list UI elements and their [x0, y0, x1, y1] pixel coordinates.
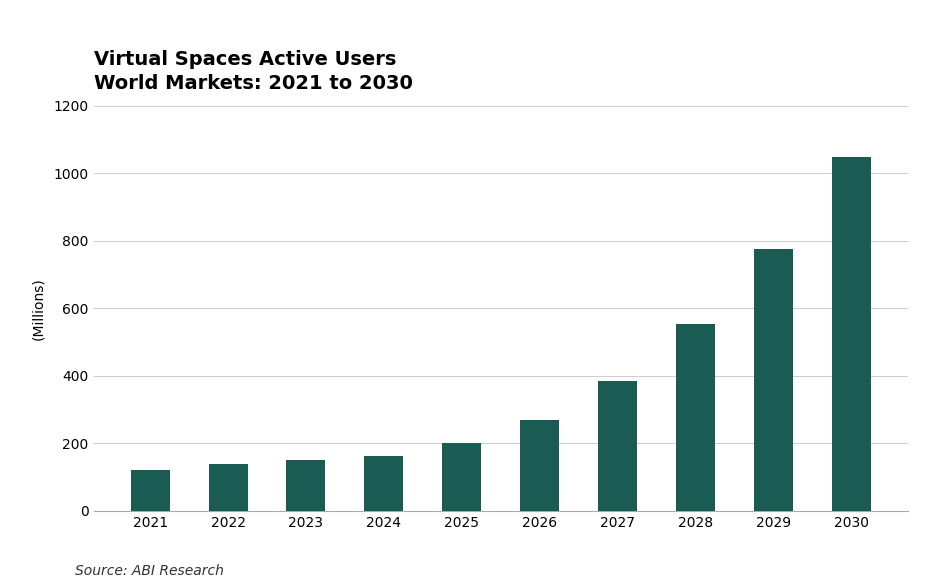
Bar	[443, 443, 481, 511]
Bar	[676, 324, 715, 511]
Bar	[832, 157, 870, 511]
Bar	[286, 460, 326, 511]
Bar	[520, 420, 559, 511]
Bar	[364, 456, 403, 511]
Bar	[209, 464, 247, 511]
Bar	[131, 470, 169, 511]
Y-axis label: (Millions): (Millions)	[31, 277, 45, 339]
Text: Source: ABI Research: Source: ABI Research	[75, 564, 224, 578]
Bar	[754, 249, 793, 511]
Bar	[598, 381, 637, 511]
Text: Virtual Spaces Active Users
World Markets: 2021 to 2030: Virtual Spaces Active Users World Market…	[94, 50, 413, 93]
